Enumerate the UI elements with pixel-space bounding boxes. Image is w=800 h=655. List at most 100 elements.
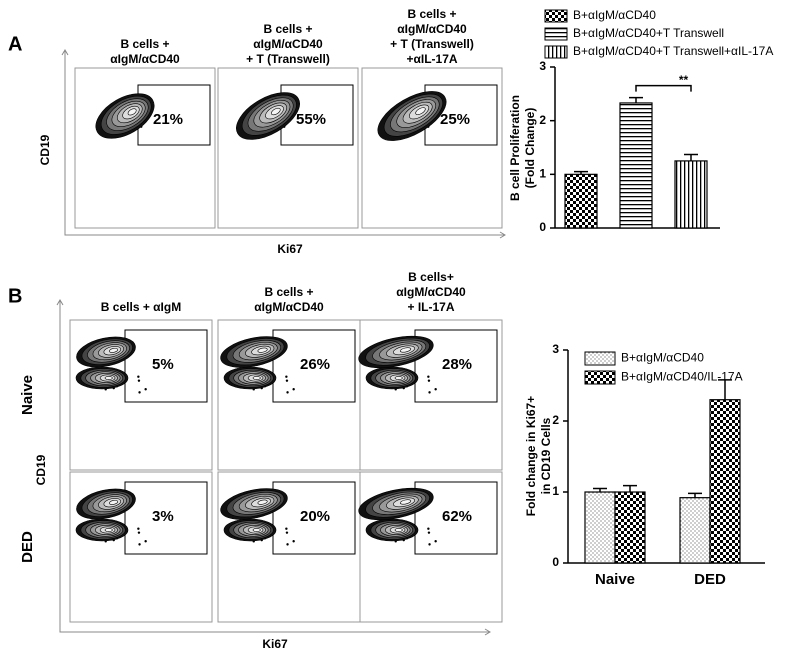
- flow-plot-frame: [361, 67, 503, 229]
- x-tick-label: Naive: [595, 571, 635, 588]
- plot-title: B cells +: [120, 37, 169, 51]
- y-tick-label: 1: [552, 484, 559, 498]
- flow-plot-frame: [359, 471, 503, 623]
- event-dot: [292, 540, 295, 543]
- event-dot: [285, 375, 288, 378]
- bar: [679, 497, 711, 564]
- plot-title: B cells + αIgM: [101, 300, 181, 314]
- plot-title: αIgM/αCD40: [254, 300, 324, 314]
- contour: [365, 366, 419, 390]
- panel-label: A: [8, 33, 22, 55]
- contour-ring: [270, 107, 281, 116]
- y-axis-label: B cell Proliferation: [508, 95, 522, 201]
- contour: [377, 91, 447, 141]
- plot-title: + T (Transwell): [246, 52, 330, 66]
- gate-percent: 26%: [300, 356, 330, 373]
- contour: [95, 93, 155, 139]
- plot-title: + T (Transwell): [390, 37, 474, 51]
- legend-label: B+αIgM/αCD40+T Transwell+αIL-17A: [573, 44, 773, 58]
- contour-ring: [252, 528, 261, 532]
- legend-swatch: [544, 45, 568, 59]
- event-dot: [427, 375, 430, 378]
- legend-swatch: [584, 351, 616, 366]
- contour-ring: [109, 499, 119, 505]
- gate-percent: 20%: [300, 508, 330, 525]
- contour-ring: [415, 107, 426, 115]
- y-tick-label: 0: [552, 555, 559, 569]
- contour-ring: [252, 376, 261, 380]
- plot-title: B cells +: [407, 7, 456, 21]
- event-dot: [137, 527, 140, 530]
- contour-ring: [104, 528, 113, 532]
- contour: [76, 488, 136, 520]
- event-dot: [427, 531, 431, 534]
- plot-title: αIgM/αCD40: [110, 52, 180, 66]
- error-bar: [629, 96, 643, 103]
- event-dot: [144, 540, 147, 543]
- gate-percent: 55%: [296, 111, 326, 128]
- axis-label: Ki67: [277, 242, 303, 256]
- event-dot: [285, 531, 289, 534]
- bar: [614, 491, 646, 564]
- axis-label: Ki67: [262, 637, 288, 651]
- event-dot: [428, 543, 431, 546]
- flow-plot-frame: [69, 471, 213, 623]
- contour: [75, 518, 129, 542]
- contour-ring: [394, 528, 403, 532]
- contour: [365, 518, 419, 542]
- gate-percent: 62%: [442, 508, 472, 525]
- event-dot: [286, 391, 289, 394]
- event-dot: [285, 379, 289, 382]
- gate-percent: 5%: [152, 356, 174, 373]
- error-bar: [593, 487, 607, 492]
- plot-title: αIgM/αCD40: [396, 285, 466, 299]
- flow-plot-frame: [74, 67, 216, 229]
- error-bar: [688, 492, 702, 498]
- gate: [414, 329, 498, 403]
- gate: [124, 481, 208, 555]
- error-bar: [574, 170, 588, 175]
- bar: [564, 173, 598, 229]
- gate-percent: 28%: [442, 356, 472, 373]
- y-tick-label: 0: [539, 220, 546, 234]
- bar: [584, 491, 616, 564]
- significance-label: **: [679, 73, 689, 87]
- contour: [236, 92, 300, 140]
- plot-title: B cells+: [408, 270, 454, 284]
- x-tick-label: DED: [694, 571, 726, 588]
- gate: [272, 329, 356, 403]
- significance-bracket: [635, 84, 692, 92]
- event-dot: [286, 543, 289, 546]
- row-label: Naive: [19, 375, 36, 415]
- y-axis-label: in CD19 Cells: [539, 417, 553, 494]
- gate-percent: 25%: [440, 111, 470, 128]
- contour-ring: [394, 376, 403, 380]
- plot-title: +αIL-17A: [406, 52, 457, 66]
- legend-label: B+αIgM/αCD40+T Transwell: [573, 26, 724, 40]
- contour-ring: [257, 347, 268, 353]
- plot-title: B cells +: [264, 285, 313, 299]
- legend-swatch: [584, 370, 616, 385]
- event-dot: [428, 391, 431, 394]
- y-tick-label: 3: [552, 342, 559, 356]
- contour: [220, 488, 288, 520]
- contour-ring: [104, 376, 113, 380]
- bar: [674, 160, 708, 229]
- axis-label: CD19: [38, 134, 52, 165]
- error-bar: [684, 153, 698, 161]
- y-tick-label: 2: [552, 413, 559, 427]
- gate-percent: 3%: [152, 508, 174, 525]
- bar: [619, 102, 653, 229]
- contour: [76, 336, 136, 368]
- event-dot: [427, 379, 431, 382]
- plot-title: + IL-17A: [407, 300, 454, 314]
- legend-label: B+αIgM/αCD40/IL-17A: [621, 370, 743, 384]
- contour: [220, 336, 288, 368]
- event-dot: [434, 388, 437, 391]
- event-dot: [427, 527, 430, 530]
- event-dot: [144, 388, 147, 391]
- contour-ring: [399, 347, 412, 353]
- contour: [358, 487, 434, 521]
- event-dot: [285, 527, 288, 530]
